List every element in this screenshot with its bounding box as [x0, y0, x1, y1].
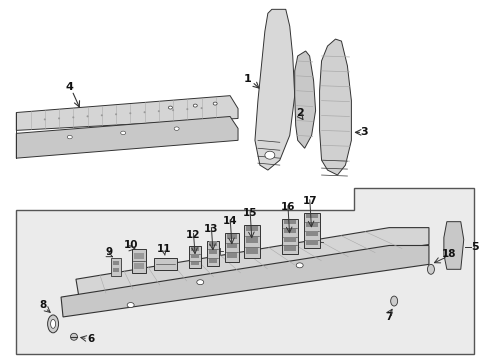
Bar	[306, 231, 318, 236]
Ellipse shape	[158, 110, 160, 112]
Polygon shape	[16, 96, 238, 130]
Bar	[113, 261, 119, 265]
Text: 5: 5	[471, 243, 478, 252]
Ellipse shape	[169, 106, 172, 109]
Text: 14: 14	[223, 216, 237, 226]
Bar	[209, 242, 217, 246]
Bar	[284, 246, 295, 251]
Text: 8: 8	[40, 300, 47, 310]
Text: 4: 4	[65, 82, 73, 92]
Polygon shape	[16, 117, 238, 158]
Polygon shape	[16, 188, 474, 354]
Bar	[134, 263, 144, 269]
Ellipse shape	[115, 113, 117, 115]
Bar	[191, 247, 199, 251]
Polygon shape	[76, 228, 429, 297]
Polygon shape	[444, 222, 464, 269]
Bar	[227, 253, 237, 258]
Text: 16: 16	[280, 202, 295, 212]
Ellipse shape	[391, 296, 397, 306]
Bar	[246, 248, 258, 254]
Bar	[134, 253, 144, 259]
Ellipse shape	[174, 127, 179, 130]
Ellipse shape	[44, 118, 46, 120]
Text: 18: 18	[441, 249, 456, 260]
Bar	[132, 249, 146, 273]
Ellipse shape	[58, 117, 60, 120]
Text: 9: 9	[105, 247, 112, 257]
Bar	[153, 258, 177, 270]
Bar	[246, 226, 258, 231]
Ellipse shape	[197, 280, 204, 285]
Bar	[207, 240, 219, 266]
Ellipse shape	[50, 319, 55, 328]
Bar	[227, 243, 237, 248]
Polygon shape	[255, 9, 294, 170]
Ellipse shape	[144, 111, 146, 113]
Text: 17: 17	[302, 196, 317, 206]
Bar	[225, 233, 239, 262]
Bar	[306, 240, 318, 245]
Bar	[191, 262, 199, 265]
Bar	[191, 255, 199, 258]
Ellipse shape	[73, 116, 74, 118]
Ellipse shape	[172, 109, 174, 111]
Polygon shape	[61, 246, 429, 317]
Bar	[209, 250, 217, 254]
Polygon shape	[294, 51, 316, 148]
Ellipse shape	[127, 302, 134, 307]
Ellipse shape	[129, 112, 131, 114]
Text: 12: 12	[186, 230, 200, 239]
Text: 6: 6	[87, 334, 95, 344]
Bar	[209, 258, 217, 263]
Ellipse shape	[121, 131, 125, 135]
Text: 13: 13	[204, 224, 219, 234]
Bar	[244, 225, 260, 258]
Bar	[113, 268, 119, 272]
Bar	[304, 213, 319, 248]
Text: 2: 2	[296, 108, 304, 117]
Text: 3: 3	[361, 127, 368, 138]
Text: 10: 10	[123, 240, 138, 251]
Bar	[111, 258, 121, 276]
Ellipse shape	[186, 108, 188, 110]
Polygon shape	[319, 39, 351, 175]
Text: 15: 15	[243, 208, 257, 218]
Text: 7: 7	[386, 312, 393, 322]
Ellipse shape	[265, 151, 275, 159]
Bar	[189, 247, 201, 268]
Bar	[282, 219, 298, 255]
Text: 1: 1	[244, 74, 252, 84]
Ellipse shape	[193, 104, 197, 107]
Ellipse shape	[48, 315, 59, 333]
Bar	[306, 222, 318, 227]
Ellipse shape	[101, 114, 103, 116]
Bar	[227, 234, 237, 239]
Bar	[284, 229, 295, 233]
Ellipse shape	[427, 264, 435, 274]
Ellipse shape	[71, 333, 77, 340]
Bar	[306, 213, 318, 218]
Ellipse shape	[200, 107, 202, 109]
Ellipse shape	[213, 102, 217, 105]
Bar	[284, 220, 295, 224]
Bar	[284, 238, 295, 242]
Bar	[246, 237, 258, 243]
Text: 11: 11	[157, 244, 171, 255]
Ellipse shape	[67, 135, 72, 139]
Ellipse shape	[87, 115, 89, 117]
Ellipse shape	[296, 263, 303, 268]
